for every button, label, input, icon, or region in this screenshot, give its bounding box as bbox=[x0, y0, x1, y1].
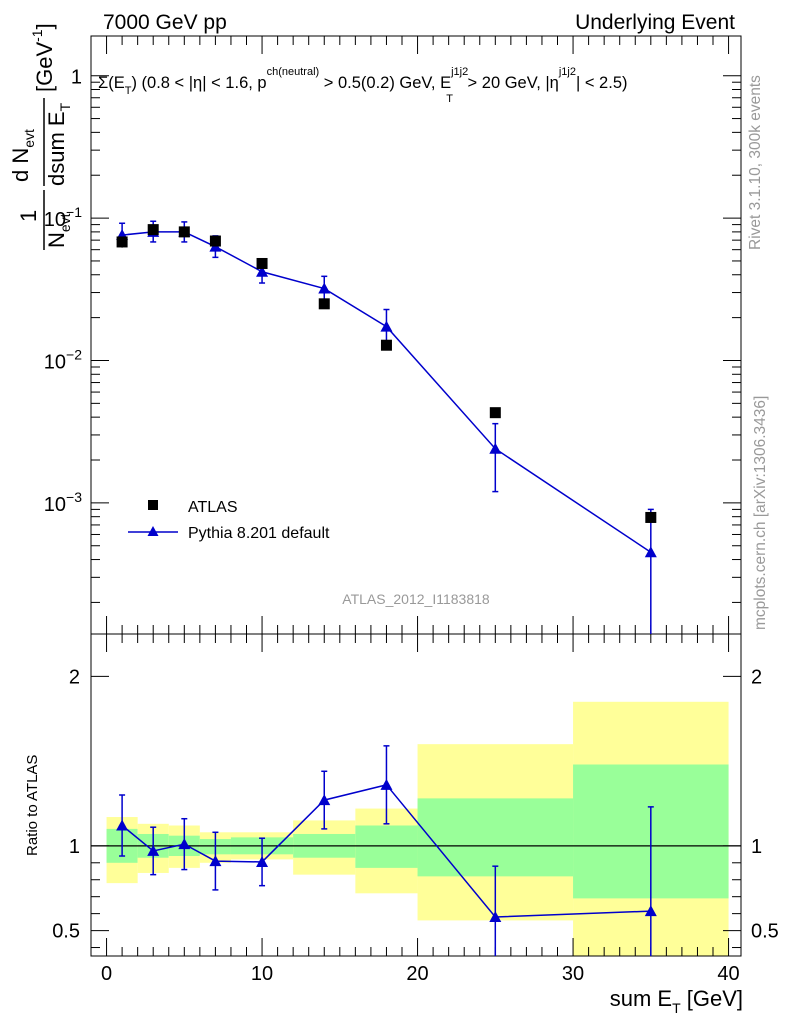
ratio-point bbox=[380, 778, 393, 790]
ratio-y-tick-label-left: 0.5 bbox=[52, 921, 80, 943]
svg-text:d Nevt: d Nevt bbox=[8, 129, 37, 182]
data-point bbox=[116, 236, 128, 248]
ratio-point bbox=[644, 905, 657, 917]
side-rivet-label: Rivet 3.1.10, 300k events bbox=[747, 75, 764, 250]
svg-text:1: 1 bbox=[16, 210, 41, 222]
watermark: ATLAS_2012_I1183818 bbox=[342, 591, 490, 607]
main-y-tick-label: 1 bbox=[71, 67, 82, 89]
legend-pythia-label: Pythia 8.201 default bbox=[188, 525, 330, 542]
ratio-point bbox=[209, 855, 222, 867]
plot-title: Σ(ET) (0.8 < |η| < 1.6, pch(neutral) > 0… bbox=[98, 66, 628, 105]
data-point bbox=[209, 235, 221, 247]
x-tick-label: 20 bbox=[406, 963, 428, 985]
main-y-tick-label: 10−3 bbox=[44, 489, 82, 516]
ratio-y-tick-label-left: 2 bbox=[69, 666, 80, 688]
ratio-bands bbox=[106, 701, 729, 956]
legend-atlas-marker bbox=[148, 500, 158, 510]
header-left: 7000 GeV pp bbox=[103, 11, 227, 34]
data-point bbox=[256, 257, 268, 269]
legend: ATLAS Pythia 8.201 default bbox=[128, 499, 330, 542]
data-point bbox=[380, 339, 392, 351]
ratio-y-tick-label-right: 0.5 bbox=[751, 921, 779, 943]
ratio-marks bbox=[116, 745, 657, 956]
ratio-axes: 0 10 20 30 40 0.5 0.5 1 1 2 2 bbox=[52, 634, 779, 985]
main-marks bbox=[116, 220, 657, 634]
x-tick-label: 10 bbox=[251, 963, 273, 985]
ratio-frame bbox=[90, 633, 742, 957]
x-axis-label: sum ET [GeV] bbox=[610, 986, 743, 1016]
band-inner-7 bbox=[417, 798, 574, 877]
main-y-tick-label: 10−2 bbox=[44, 346, 82, 373]
band-inner-6 bbox=[355, 825, 418, 868]
side-mcplots-label: mcplots.cern.ch [arXiv:1306.3436] bbox=[752, 396, 769, 630]
ratio-point bbox=[147, 844, 160, 856]
data-point bbox=[489, 407, 501, 419]
mc-point bbox=[644, 546, 657, 558]
legend-pythia-marker bbox=[147, 526, 159, 536]
svg-text:Nevt: Nevt bbox=[44, 213, 73, 248]
mc-point bbox=[318, 282, 331, 294]
ratio-y-tick-label-left: 1 bbox=[69, 836, 80, 858]
main-y-tick-label: 10−1 bbox=[44, 204, 82, 231]
ratio-point bbox=[116, 819, 129, 831]
ratio-y-label: Ratio to ATLAS bbox=[24, 755, 41, 856]
data-point bbox=[178, 226, 190, 238]
data-point bbox=[147, 224, 159, 236]
ratio-point bbox=[489, 911, 502, 923]
mc-point bbox=[256, 265, 269, 277]
x-tick-label: 0 bbox=[101, 963, 112, 985]
ratio-point bbox=[256, 855, 269, 867]
ratio-y-tick-label-right: 1 bbox=[751, 836, 762, 858]
header-right: Underlying Event bbox=[575, 11, 735, 34]
svg-text:dsum ET: dsum ET bbox=[44, 102, 73, 186]
ratio-point bbox=[318, 794, 331, 806]
main-frame bbox=[90, 35, 742, 635]
data-point bbox=[318, 298, 330, 310]
data-point bbox=[645, 511, 657, 523]
ratio-y-tick-label-right: 2 bbox=[751, 666, 762, 688]
legend-atlas-label: ATLAS bbox=[188, 499, 238, 516]
x-tick-label: 30 bbox=[562, 963, 584, 985]
ratio-point bbox=[178, 838, 191, 850]
main-axes: 1 10−1 10−2 10−3 bbox=[44, 36, 741, 634]
mc-point bbox=[489, 442, 502, 454]
x-tick-label: 40 bbox=[717, 963, 739, 985]
main-y-label: 1 Nevt d Nevt dsum ET [GeV-1] bbox=[8, 23, 73, 250]
mc-point bbox=[380, 320, 393, 332]
svg-text:[GeV-1]: [GeV-1] bbox=[29, 23, 57, 92]
